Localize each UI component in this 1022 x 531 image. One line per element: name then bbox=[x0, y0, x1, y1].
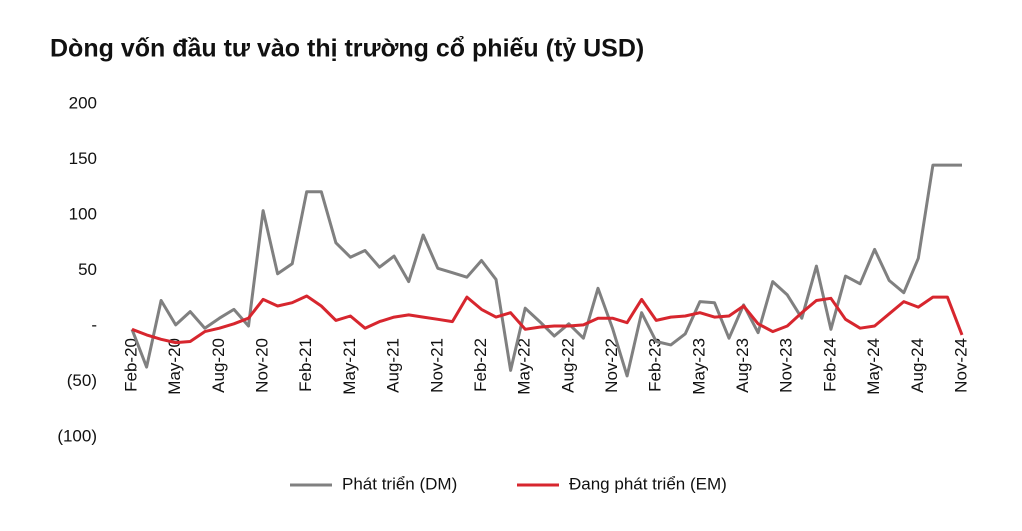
x-tick-label: Aug-20 bbox=[209, 338, 228, 393]
x-tick-label: Aug-21 bbox=[384, 338, 403, 393]
x-tick-label: Feb-24 bbox=[820, 338, 839, 392]
chart-title: Dòng vốn đầu tư vào thị trường cổ phiếu … bbox=[50, 35, 644, 63]
y-tick-label: 150 bbox=[69, 149, 97, 168]
x-tick-label: Aug-23 bbox=[733, 338, 752, 393]
y-tick-label: 100 bbox=[69, 204, 97, 223]
line-series bbox=[131, 294, 964, 345]
x-tick-label: Feb-21 bbox=[296, 338, 315, 392]
x-tick-label: May-23 bbox=[689, 338, 708, 395]
x-tick-label: May-24 bbox=[864, 338, 883, 395]
y-tick-label: - bbox=[91, 315, 97, 334]
y-tick-label: (100) bbox=[57, 426, 97, 445]
x-tick-label: Nov-21 bbox=[427, 338, 446, 393]
line-series bbox=[130, 163, 962, 378]
x-tick-label: Aug-22 bbox=[558, 338, 577, 393]
x-tick-label: Feb-20 bbox=[121, 338, 140, 392]
x-tick-label: Nov-23 bbox=[777, 338, 796, 393]
legend-label: Phát triển (DM) bbox=[342, 474, 457, 493]
x-tick-label: May-21 bbox=[340, 338, 359, 395]
y-tick-label: 200 bbox=[69, 93, 97, 112]
x-tick-label: May-22 bbox=[515, 338, 534, 395]
y-tick-label: (50) bbox=[67, 371, 97, 390]
x-tick-label: Feb-22 bbox=[471, 338, 490, 392]
x-tick-label: Nov-22 bbox=[602, 338, 621, 393]
x-tick-label: Nov-24 bbox=[951, 338, 970, 393]
x-tick-label: Aug-24 bbox=[908, 338, 927, 393]
y-tick-label: 50 bbox=[78, 260, 97, 279]
x-tick-label: May-20 bbox=[165, 338, 184, 395]
x-tick-label: Nov-20 bbox=[253, 338, 272, 393]
x-tick-label: Feb-23 bbox=[646, 338, 665, 392]
legend-label: Đang phát triển (EM) bbox=[569, 474, 727, 493]
